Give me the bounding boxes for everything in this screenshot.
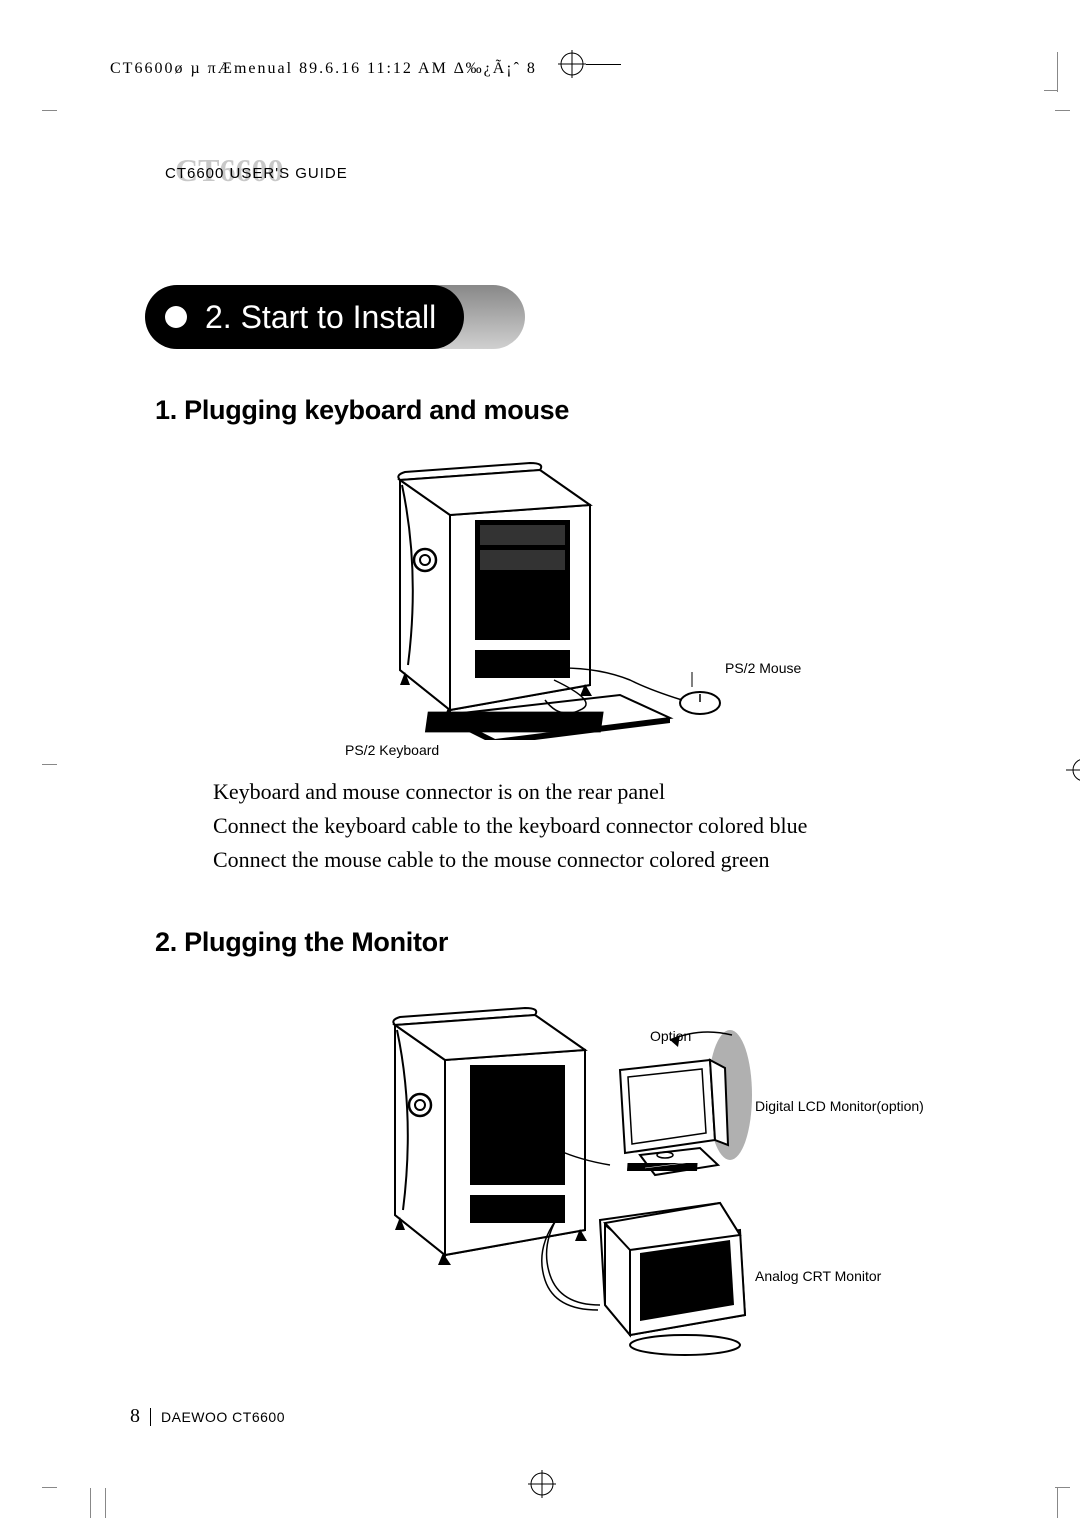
crop-side-half-icon bbox=[1066, 756, 1080, 770]
crop-tick-ml bbox=[42, 764, 57, 765]
diagram-monitor bbox=[340, 985, 900, 1370]
crop-header-line bbox=[586, 64, 621, 65]
crop-header-text: CT6600ø µ πÆmenual 89.6.16 11:12 AM ∆‰¿Ã… bbox=[110, 60, 537, 78]
crop-tick-bl bbox=[42, 1487, 57, 1488]
section1-body: Keyboard and mouse connector is on the r… bbox=[213, 775, 933, 877]
section1-line2: Connect the keyboard cable to the keyboa… bbox=[213, 809, 933, 843]
crop-header: CT6600ø µ πÆmenual 89.6.16 11:12 AM ∆‰¿Ã… bbox=[0, 60, 1080, 78]
diagram2-label-analog: Analog CRT Monitor bbox=[755, 1268, 881, 1284]
section1-line1: Keyboard and mouse connector is on the r… bbox=[213, 775, 933, 809]
diagram1-label-mouse: PS/2 Mouse bbox=[725, 660, 801, 676]
footer-brand: DAEWOO CT6600 bbox=[161, 1409, 285, 1425]
diagram1-label-keyboard: PS/2 Keyboard bbox=[345, 742, 439, 758]
chapter-pill: 2. Start to Install bbox=[145, 285, 464, 349]
crop-frame-bl bbox=[90, 1488, 91, 1518]
page-footer: 8 DAEWOO CT6600 bbox=[130, 1405, 285, 1428]
section2-heading: 2. Plugging the Monitor bbox=[155, 927, 448, 958]
diagram2-label-option: Option bbox=[650, 1028, 691, 1044]
crop-frame-tr bbox=[1057, 52, 1058, 92]
footer-separator bbox=[150, 1408, 151, 1426]
section1-heading: 1. Plugging keyboard and mouse bbox=[155, 395, 569, 426]
crop-frame-br bbox=[1057, 1488, 1058, 1518]
pill-dot-icon bbox=[165, 306, 187, 328]
header-label: CT6600 USER'S GUIDE bbox=[165, 165, 348, 182]
page-number: 8 bbox=[130, 1405, 140, 1428]
crop-frame-tr2 bbox=[1044, 90, 1058, 91]
crop-target-bottom-icon bbox=[528, 1470, 556, 1503]
crop-target-top-icon bbox=[558, 50, 586, 83]
crop-tick-tl bbox=[42, 110, 57, 111]
diagram-keyboard-mouse bbox=[330, 450, 780, 745]
chapter-title: 2. Start to Install bbox=[205, 299, 436, 336]
section1-line3: Connect the mouse cable to the mouse con… bbox=[213, 843, 933, 877]
crop-frame-bl2 bbox=[105, 1488, 106, 1518]
pill-black: 2. Start to Install bbox=[145, 285, 464, 349]
diagram2-label-digital: Digital LCD Monitor(option) bbox=[755, 1098, 924, 1114]
crop-tick-tr bbox=[1055, 110, 1070, 111]
